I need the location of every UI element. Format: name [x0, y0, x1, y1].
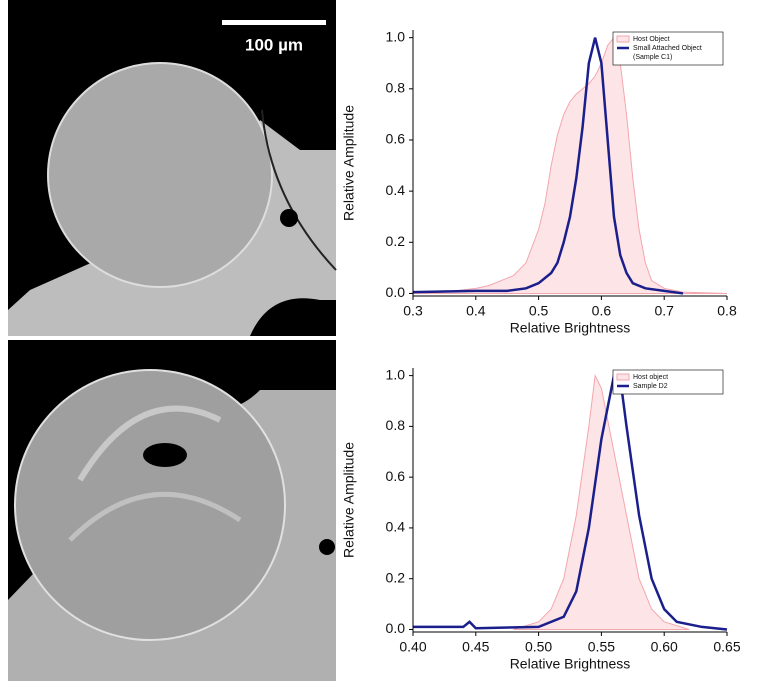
chart: 0.40 0.45 0.50 0.55 0.60 0.65 0.0 0.2 0.4 0.6 0.8 1…	[341, 366, 741, 671]
y-tick-label: 1.0	[386, 28, 406, 44]
legend-label: Small Attached Object (Sample C1)	[633, 45, 702, 61]
line	[413, 373, 728, 631]
x-tick-label: 0.7	[654, 303, 674, 319]
legend-line: (Sample C1)	[633, 54, 672, 61]
x-tick-label: 0.4	[466, 303, 486, 319]
micrograph-top: 100 µm	[8, 0, 337, 336]
scale-bar-label: 100 µm	[245, 35, 303, 54]
micrograph-bottom	[8, 340, 336, 681]
legend-label: Sample D2	[633, 383, 668, 390]
x-tick-label: 0.3	[403, 303, 423, 319]
x-tick-label: 0.50	[525, 639, 552, 655]
y-axis-label: Relative Amplitude	[341, 105, 357, 221]
x-tick-label: 0.6	[592, 303, 612, 319]
area	[412, 36, 728, 294]
x-tick-label: 0.65	[713, 639, 740, 655]
x-tick-label: 0.45	[462, 639, 489, 655]
legend-box	[612, 31, 724, 66]
line	[412, 37, 684, 295]
x-tick-label: 0.5	[529, 303, 549, 319]
x-tick-label: 0.60	[651, 639, 678, 655]
x-tick-label: 0.40	[399, 639, 426, 655]
legend-line: Small Attached Object	[633, 45, 702, 52]
y-axis-label: Relative Amplitude	[341, 442, 357, 558]
y-tick-label: 0.8	[386, 417, 406, 433]
y-tick-label: 0.4	[386, 182, 406, 198]
chart: 0.3 0.4 0.5 0.6 0.7 0.8 0.0 0.2 0.4 0.6 0.8 1.0 Rela…	[341, 28, 737, 335]
y-tick-label: 1.0	[386, 366, 406, 382]
x-axis-label: Relative Brightness	[510, 320, 631, 336]
y-tick-label: 0.2	[386, 569, 406, 585]
area	[513, 373, 690, 630]
y-tick-label: 0.0	[386, 284, 406, 300]
y-tick-label: 0.8	[386, 80, 406, 96]
x-tick-label: 0.55	[588, 639, 615, 655]
y-tick-label: 0.0	[386, 620, 406, 636]
legend-box	[612, 369, 724, 395]
legend-swatch	[616, 35, 630, 43]
y-tick-label: 0.6	[386, 468, 406, 484]
y-tick-label: 0.4	[386, 519, 406, 535]
x-axis-label: Relative Brightness	[510, 656, 631, 672]
y-tick-label: 0.6	[386, 131, 406, 147]
x-tick-label: 0.8	[717, 303, 737, 319]
legend-label: Host Object	[633, 36, 670, 43]
legend-swatch	[616, 373, 630, 381]
legend-label: Host object	[633, 374, 668, 381]
y-tick-label: 0.2	[386, 233, 406, 249]
